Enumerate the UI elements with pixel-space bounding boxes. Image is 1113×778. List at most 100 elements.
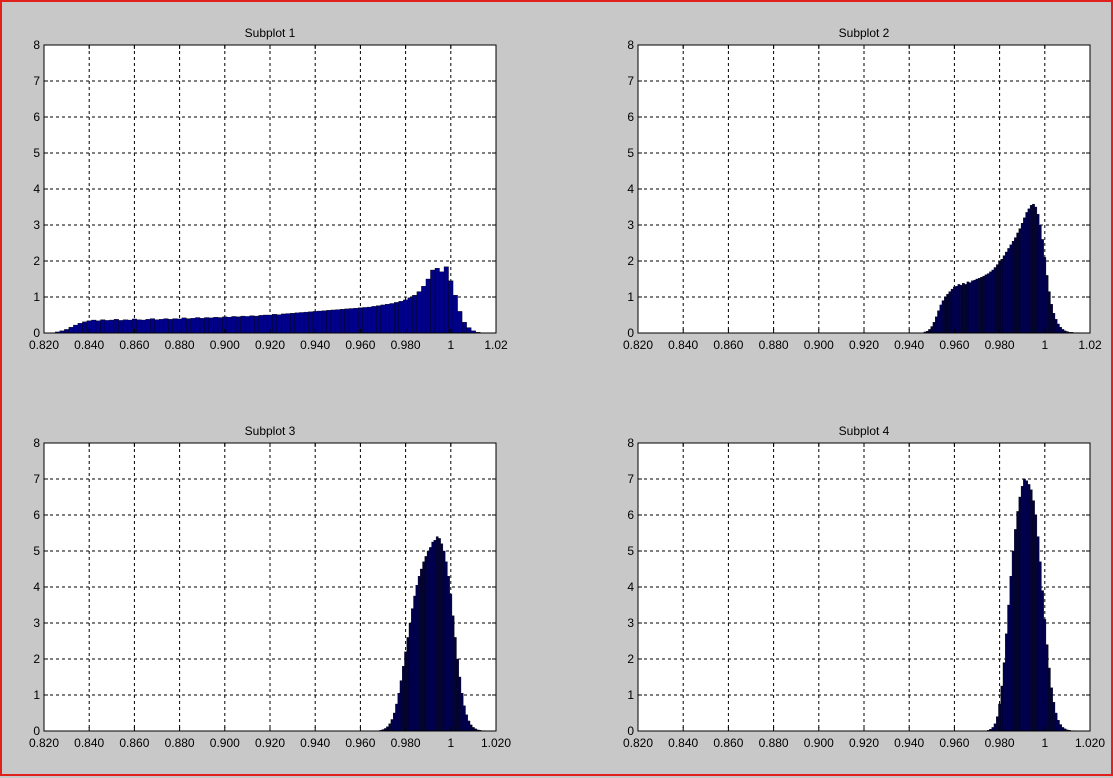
histogram-bar: [404, 652, 406, 731]
histogram-bar: [1059, 725, 1061, 731]
x-tick-label: 0.840: [74, 736, 104, 750]
x-tick-label: 0.880: [165, 338, 195, 352]
y-tick-label: 8: [627, 38, 634, 52]
histogram-bar: [445, 562, 447, 731]
histogram-bar: [949, 292, 951, 333]
histogram-bar: [931, 327, 933, 333]
histogram-bar: [403, 300, 408, 333]
histogram-bar: [1028, 484, 1030, 731]
histogram-bar: [458, 311, 463, 333]
histogram-bar: [299, 312, 304, 333]
y-tick-label: 3: [33, 218, 40, 232]
histogram-bar: [281, 314, 286, 333]
y-tick-label: 7: [33, 74, 40, 88]
histogram-bar: [73, 325, 78, 333]
histogram-bar: [1010, 576, 1012, 731]
x-tick-label: 0.920: [255, 736, 285, 750]
histogram-bar: [951, 289, 953, 333]
histogram-bar: [1032, 501, 1034, 731]
x-tick-label: 0.920: [849, 736, 879, 750]
x-tick-label: 0.840: [668, 736, 698, 750]
histogram-bar: [123, 320, 128, 333]
subplot-title: Subplot 3: [245, 424, 296, 438]
histogram-bar: [372, 306, 377, 333]
histogram-bar: [1005, 252, 1007, 333]
y-tick-label: 3: [627, 218, 634, 232]
histogram-bar: [317, 311, 322, 333]
x-tick-label: 0.940: [894, 736, 924, 750]
histogram-bar: [1005, 634, 1007, 731]
y-tick-label: 1: [627, 290, 634, 304]
y-tick-label: 5: [33, 544, 40, 558]
histogram-bar: [978, 278, 980, 333]
x-tick-label: 0.960: [345, 338, 375, 352]
histogram-bar: [105, 320, 110, 333]
histogram-bar: [402, 666, 404, 731]
histogram-bar: [456, 659, 458, 731]
y-tick-label: 5: [627, 146, 634, 160]
y-tick-label: 2: [33, 652, 40, 666]
histogram-bar: [425, 556, 427, 731]
y-tick-label: 2: [33, 254, 40, 268]
x-tick-label: 1: [447, 338, 454, 352]
histogram-bar: [1053, 702, 1055, 731]
x-tick-label: 0.820: [623, 338, 653, 352]
histogram-bar: [191, 318, 196, 333]
x-tick-label: 0.980: [391, 338, 421, 352]
y-tick-label: 1: [33, 688, 40, 702]
histogram-bar: [209, 318, 214, 333]
x-tick-label: 0.820: [29, 736, 59, 750]
histogram-bar: [64, 329, 69, 333]
subplot-title: Subplot 2: [839, 26, 890, 40]
histogram-bar: [421, 286, 426, 333]
histogram-bar: [426, 279, 431, 333]
histogram-bar: [304, 312, 309, 333]
subplot-title: Subplot 1: [245, 26, 296, 40]
histogram-bar: [236, 317, 241, 333]
histogram-bar: [1037, 537, 1039, 731]
histogram-bar: [345, 309, 350, 333]
histogram-bar: [141, 320, 146, 333]
histogram-bar: [1062, 727, 1064, 731]
histogram-bar: [363, 307, 368, 333]
histogram-bar: [408, 298, 413, 333]
histogram-bar: [969, 283, 971, 333]
x-tick-label: 1: [447, 736, 454, 750]
histogram-bar: [1055, 319, 1057, 333]
histogram-bar: [443, 551, 445, 731]
y-tick-label: 0: [627, 724, 634, 738]
histogram-bar: [1050, 304, 1052, 333]
histogram-bar: [462, 322, 467, 333]
histogram-bar: [395, 704, 397, 731]
y-tick-label: 6: [33, 110, 40, 124]
histogram-bar: [340, 309, 345, 333]
histogram-bar: [1017, 511, 1019, 731]
histogram-bar: [937, 311, 939, 333]
histogram-bar: [250, 316, 255, 333]
histogram-bar: [286, 314, 291, 333]
y-tick-label: 8: [627, 436, 634, 450]
histogram-bar: [1035, 515, 1037, 731]
x-tick-label: 0.960: [939, 338, 969, 352]
histogram-bar: [218, 318, 223, 333]
histogram-bar: [385, 304, 390, 333]
x-tick-label: 0.820: [29, 338, 59, 352]
histogram-bar: [1030, 205, 1032, 333]
histogram-bar: [994, 724, 996, 731]
histogram-bar: [195, 318, 200, 333]
histogram-bar: [440, 272, 445, 333]
y-tick-label: 4: [33, 182, 40, 196]
y-tick-label: 2: [627, 652, 634, 666]
x-tick-label: 0.840: [74, 338, 104, 352]
histogram-bar: [1057, 324, 1059, 333]
histogram-bar: [400, 681, 402, 731]
histogram-bar: [459, 677, 461, 731]
histogram-bar: [971, 281, 973, 333]
histogram-bar: [470, 725, 472, 731]
y-tick-label: 8: [33, 38, 40, 52]
histogram-bar: [996, 265, 998, 333]
histogram-bar: [472, 727, 474, 731]
histogram-bar: [1014, 529, 1016, 731]
